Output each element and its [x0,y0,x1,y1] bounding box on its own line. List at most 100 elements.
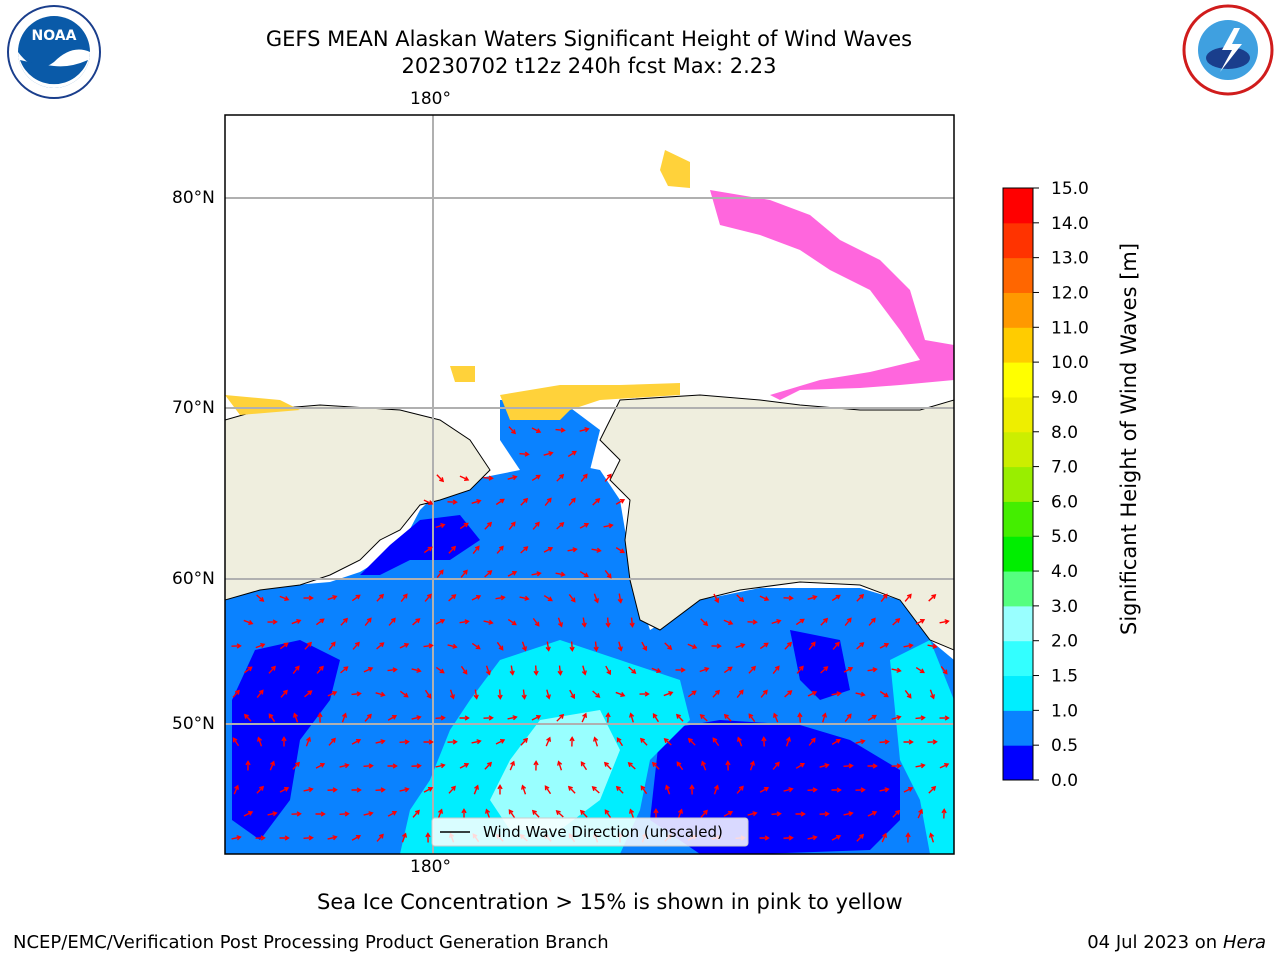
wind-arrow [807,691,817,697]
wind-arrow [713,593,719,603]
wind-arrow-head [944,715,950,721]
wind-arrow-head [307,690,313,696]
wind-arrow-head [474,784,480,790]
wind-arrow [712,737,720,747]
wind-arrow [304,690,312,698]
wind-arrow [799,713,801,723]
wind-arrow [879,740,889,744]
wind-arrow-head [330,737,336,743]
wind-arrow-head [488,715,494,721]
wind-arrow-head [593,646,599,652]
wind-arrow [339,813,349,815]
wind-arrow-head [762,689,768,695]
wind-arrow-head [272,619,278,625]
colorbar-segment [1003,501,1033,537]
wind-arrow [652,762,660,770]
wind-arrow [568,593,576,603]
wind-arrow-head [740,643,746,649]
wind-arrow [940,666,948,674]
wind-arrow [363,667,373,673]
wind-arrow-head [871,714,877,720]
wind-arrow-head [615,785,621,791]
wind-arrow-head [896,667,902,673]
colorbar-tick-label: 0.5 [1051,736,1078,756]
wind-arrow [616,786,624,794]
wind-arrow [555,572,565,576]
wind-arrow-head [498,545,504,551]
wind-arrow-head [533,670,539,676]
wind-arrow-head [439,668,445,674]
wind-arrow [232,690,240,698]
wind-arrow-head [691,690,697,696]
lat-label-80: 80°N [172,188,215,208]
wind-arrow [328,642,336,650]
wind-arrow [531,474,541,482]
wind-arrow-head [835,738,842,744]
wind-arrow [904,594,912,602]
wind-arrow [483,620,493,624]
wind-arrow [327,691,337,697]
wind-arrow-head [823,666,829,672]
wind-arrow [303,836,313,840]
wind-arrow-head [366,617,372,623]
wind-arrow [315,618,325,626]
wind-arrow-head [629,712,635,718]
wind-arrow [399,690,409,698]
colorbar-tick-label: 7.0 [1051,458,1078,478]
wind-arrow [831,739,841,745]
wind-arrow [435,666,445,674]
colorbar-segment [1003,327,1033,363]
wind-arrow-head [570,597,576,603]
wind-arrow-head [451,545,457,551]
wind-arrow-head [272,811,278,817]
wind-arrow [879,643,889,649]
wind-arrow [783,788,793,792]
wind-arrow [401,833,407,843]
wind-arrow-head [567,785,573,791]
wind-arrow [292,666,300,674]
wind-arrow [483,477,493,479]
wind-arrow [423,499,433,505]
lat-label-70: 70°N [172,398,215,418]
wind-arrow [460,570,468,578]
wind-arrow-head [920,763,926,769]
wind-arrow [423,787,433,793]
wind-arrow [411,716,421,720]
wind-arrow [843,812,853,816]
wind-arrow-head [476,499,482,505]
wind-arrow [759,787,769,793]
wind-arrow [856,594,864,602]
wind-arrow [713,785,719,795]
wind-arrow-head [403,692,409,698]
wind-arrow-head [509,670,515,676]
wind-arrow-head [583,572,589,578]
wind-arrow [640,738,648,746]
lon-label-bottom: 180° [410,857,451,877]
wind-arrow [435,764,445,768]
wind-arrow-head [344,811,350,817]
wind-arrow-head [714,597,720,604]
wind-arrow-head [692,644,698,650]
wind-arrow-head [581,622,587,628]
wind-arrow [305,737,311,747]
wind-arrow-head [464,715,470,721]
wind-arrow [340,618,348,626]
colorbar-tick-label: 0.0 [1051,771,1078,791]
wind-arrow [664,738,672,746]
wind-arrow-head [440,523,446,529]
wind-arrow-head [606,573,612,579]
wind-arrow [832,642,840,650]
wind-arrow-head [247,666,253,672]
wind-arrow [712,690,720,698]
wind-arrow [736,786,744,794]
wind-arrow-head [268,713,274,719]
wind-arrow-head [944,762,950,768]
wind-arrow-head [488,619,494,625]
wind-arrow [376,834,384,842]
wind-arrow-head [555,810,561,815]
colorbar-segment [1003,292,1033,328]
wind-arrow-head [919,668,925,674]
wind-arrow [796,666,804,674]
wind-arrow [676,761,684,771]
wind-arrow [760,690,768,698]
